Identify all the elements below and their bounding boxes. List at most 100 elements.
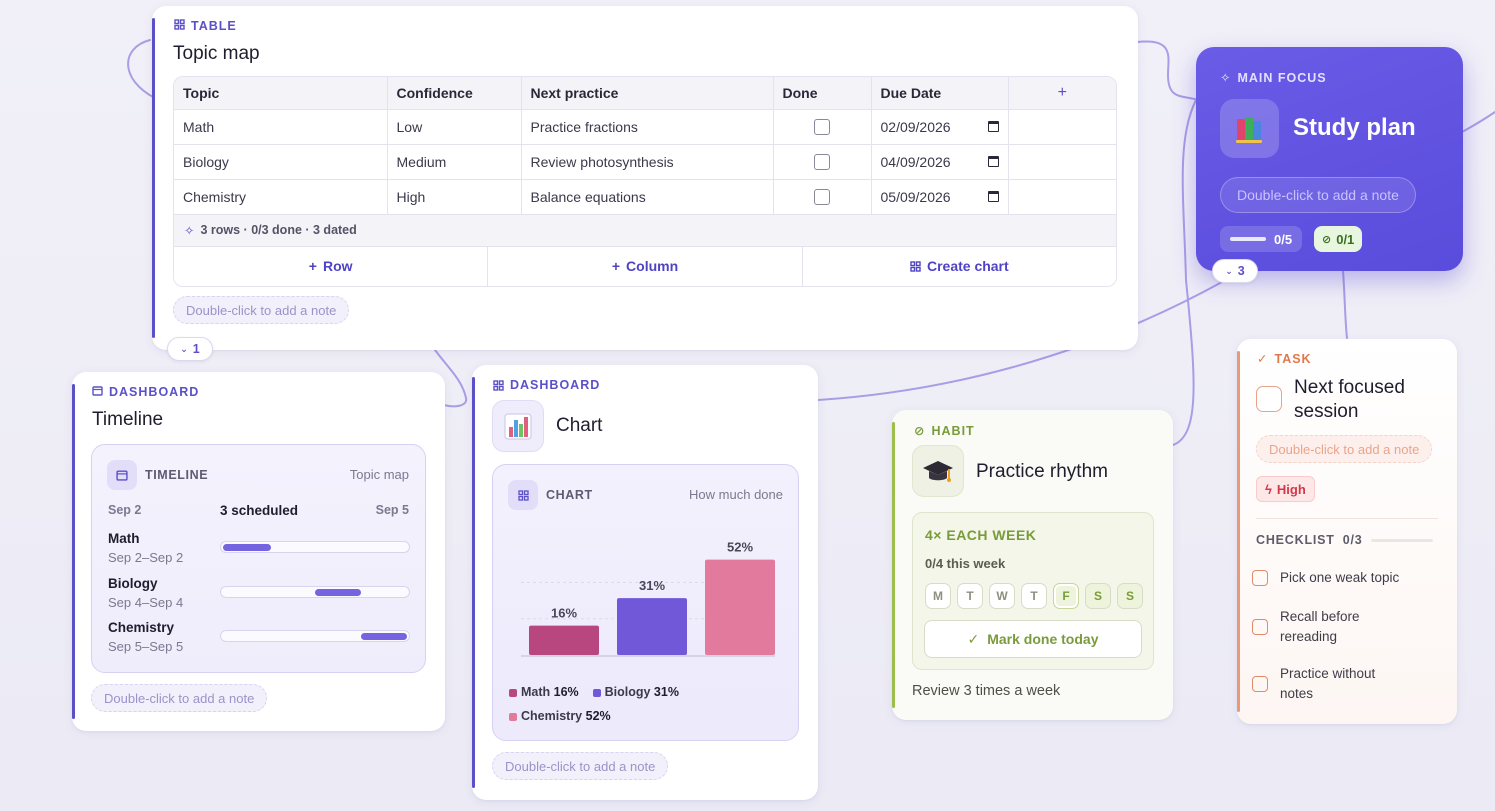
card-kind-label: TABLE <box>191 19 237 33</box>
mark-done-button[interactable]: ✓ Mark done today <box>924 620 1142 658</box>
create-chart-button[interactable]: Create chart <box>802 246 1116 286</box>
column-header[interactable]: Done <box>773 77 872 110</box>
cell-confidence[interactable]: High <box>387 179 522 215</box>
priority-badge[interactable]: ϟ High <box>1256 476 1315 502</box>
checklist-checkbox[interactable] <box>1252 676 1268 692</box>
card-accent <box>1237 351 1240 712</box>
add-note-button[interactable]: Double-click to add a note <box>91 684 268 712</box>
checklist-label: CHECKLIST <box>1256 533 1335 547</box>
day-button[interactable]: T <box>957 583 983 609</box>
progress-text: 0/5 <box>1274 231 1293 247</box>
habit-card[interactable]: ⊘ HABIT Practice rhythm 4× EACH WEEK 0/4… <box>892 410 1173 720</box>
card-kind: ✓ TASK <box>1257 351 1312 367</box>
chart-legend: Math 16% Biology 31% <box>509 685 679 699</box>
task-card[interactable]: ✓ TASK Next focused session Double-click… <box>1237 339 1457 724</box>
chart-card[interactable]: DASHBOARD Chart CHART How much done 16% 3… <box>472 365 818 800</box>
edge <box>1461 111 1495 133</box>
chart-legend-row2: Chemistry 52% <box>509 709 611 723</box>
day-button[interactable]: M <box>925 583 951 609</box>
timeline-bar[interactable] <box>315 589 361 596</box>
widget-kind-label: TIMELINE <box>145 468 209 482</box>
add-note-button[interactable]: Double-click to add a note <box>1256 435 1433 463</box>
calendar-icon[interactable] <box>987 156 999 167</box>
bar-value-label: 16% <box>551 606 577 621</box>
legend-item: Math 16% <box>509 685 579 699</box>
widget-kind-label: CHART <box>546 488 593 502</box>
cell-next-practice[interactable]: Review photosynthesis <box>521 144 774 180</box>
cell-topic[interactable]: Biology <box>174 144 388 180</box>
empty-cell[interactable] <box>1008 109 1116 145</box>
bar-math[interactable] <box>529 625 599 655</box>
collapse-children-button[interactable]: ⌄ 1 <box>167 337 213 361</box>
chart-subtitle: How much done <box>689 487 783 502</box>
calendar-icon[interactable] <box>987 191 999 202</box>
task-complete-checkbox[interactable] <box>1256 386 1282 412</box>
day-button[interactable]: F <box>1053 583 1079 609</box>
add-column-button[interactable]: + <box>1008 77 1116 110</box>
column-header[interactable]: Due Date <box>871 77 1009 110</box>
column-header[interactable]: Next practice <box>521 77 774 110</box>
timeline-row-range: Sep 2–Sep 2 <box>108 550 184 565</box>
bar-chemistry[interactable] <box>705 559 775 655</box>
checklist-item[interactable]: Pick one weak topic <box>1252 570 1427 586</box>
day-button[interactable]: S <box>1085 583 1111 609</box>
day-button[interactable]: S <box>1117 583 1143 609</box>
cell-confidence[interactable]: Medium <box>387 144 522 180</box>
grid-icon <box>508 480 538 510</box>
due-date-input[interactable]: 05/09/2026 <box>880 188 951 205</box>
add-note-button[interactable]: Double-click to add a note <box>1220 177 1416 213</box>
add-column-action-button[interactable]: + Column <box>488 246 803 286</box>
checklist-checkbox[interactable] <box>1252 619 1268 635</box>
card-title: Topic map <box>173 43 260 64</box>
add-note-button[interactable]: Double-click to add a note <box>173 296 350 324</box>
column-header[interactable]: Confidence <box>387 77 522 110</box>
add-row-button[interactable]: + Row <box>174 246 489 286</box>
done-checkbox[interactable] <box>814 119 830 136</box>
bar-value-label: 31% <box>639 578 665 593</box>
topic-map-card[interactable]: TABLE Topic map Topic Confidence Next pr… <box>152 6 1138 350</box>
add-note-button[interactable]: Double-click to add a note <box>492 752 669 780</box>
timeline-widget-header: TIMELINE <box>107 460 208 490</box>
collapse-children-button[interactable]: ⌄ 3 <box>1212 259 1258 283</box>
bar-biology[interactable] <box>617 598 687 655</box>
timeline-card[interactable]: DASHBOARD Timeline TIMELINE Topic map Se… <box>72 372 445 731</box>
topic-table: Topic Confidence Next practice Done Due … <box>173 76 1117 287</box>
empty-cell[interactable] <box>1008 144 1116 180</box>
checklist-item[interactable]: Recall before rereading <box>1252 607 1427 647</box>
calendar-icon[interactable] <box>987 121 999 132</box>
checklist-checkbox[interactable] <box>1252 570 1268 586</box>
cell-next-practice[interactable]: Balance equations <box>521 179 774 215</box>
card-kind-label: MAIN FOCUS <box>1237 70 1327 85</box>
timeline-track <box>220 541 410 553</box>
cell-confidence[interactable]: Low <box>387 109 522 145</box>
legend-value: 31% <box>653 685 679 699</box>
chart-widget: CHART How much done 16% 31% 52% Math 16% B… <box>492 464 799 741</box>
day-button[interactable]: W <box>989 583 1015 609</box>
checkmark-icon: ✓ <box>967 630 980 647</box>
done-checkbox[interactable] <box>814 189 830 206</box>
done-checkbox[interactable] <box>814 154 830 171</box>
grid-icon <box>174 19 185 33</box>
column-header[interactable]: Topic <box>174 77 388 110</box>
day-button[interactable]: T <box>1021 583 1047 609</box>
habit-tracker: 4× EACH WEEK 0/4 this week M T W T F S S… <box>912 512 1154 670</box>
card-title: Study plan <box>1293 114 1416 141</box>
due-date-input[interactable]: 02/09/2026 <box>880 118 951 135</box>
card-title: Next focused session <box>1294 377 1405 422</box>
due-date-input[interactable]: 04/09/2026 <box>880 153 951 170</box>
main-focus-card[interactable]: ✧ MAIN FOCUS Study plan Double-click to … <box>1196 47 1463 271</box>
chevron-down-icon: ⌄ <box>180 343 188 354</box>
empty-cell[interactable] <box>1008 179 1116 215</box>
card-title: Timeline <box>92 409 164 430</box>
cell-topic[interactable]: Math <box>174 109 388 145</box>
timeline-bar[interactable] <box>361 633 407 640</box>
cell-next-practice[interactable]: Practice fractions <box>521 109 774 145</box>
cell-topic[interactable]: Chemistry <box>174 179 388 215</box>
mark-done-label: Mark done today <box>987 631 1099 647</box>
timeline-track <box>220 586 410 598</box>
card-accent <box>472 377 475 788</box>
checklist-item[interactable]: Practice without notes <box>1252 664 1427 704</box>
timeline-bar[interactable] <box>223 544 271 551</box>
collapse-count: 3 <box>1237 264 1245 278</box>
